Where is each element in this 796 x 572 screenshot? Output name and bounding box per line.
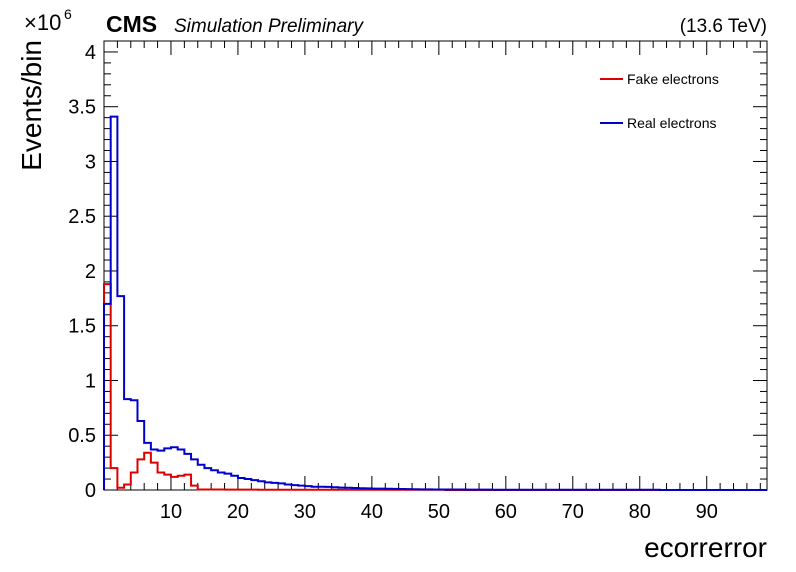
x-tick-label: 10	[160, 501, 182, 523]
y-tick-label: 3.5	[68, 97, 96, 119]
real-electrons-histogram	[103, 115, 767, 491]
x-tick-label: 70	[562, 501, 584, 523]
y-tick-label: 1.5	[68, 316, 96, 338]
x-tick-label: 80	[629, 501, 651, 523]
simulation-subtitle: Simulation Preliminary	[174, 16, 365, 37]
x-tick-label: 60	[495, 501, 517, 523]
x-tick-label: 30	[294, 501, 316, 523]
x-tick-label: 90	[696, 501, 718, 523]
x-axis-title: ecorrerror	[644, 532, 767, 563]
energy-label: (13.6 TeV)	[680, 16, 767, 37]
x-tick-label: 20	[227, 501, 249, 523]
y-tick-label: 2	[85, 261, 96, 283]
legend: Fake electrons Real electrons	[600, 71, 719, 131]
y-axis-title: Events/bin	[16, 40, 47, 171]
y-multiplier: ×10	[24, 10, 61, 35]
legend-label-real: Real electrons	[627, 115, 717, 131]
y-tick-label: 0	[85, 480, 96, 502]
legend-label-fake: Fake electrons	[627, 71, 719, 87]
fake-electrons-histogram	[103, 283, 767, 491]
y-tick-label: 3	[85, 151, 96, 173]
experiment-label: CMS	[106, 11, 157, 37]
y-tick-label: 4	[85, 42, 96, 64]
y-multiplier-exponent: 6	[64, 6, 72, 22]
x-tick-label: 50	[428, 501, 450, 523]
y-tick-label: 0.5	[68, 425, 96, 447]
y-tick-label: 2.5	[68, 206, 96, 228]
plot-frame	[103, 40, 768, 491]
histogram-series	[103, 115, 767, 491]
x-tick-label: 40	[361, 501, 383, 523]
axis-ticks	[104, 40, 767, 490]
y-tick-label: 1	[85, 370, 96, 392]
tick-labels: 10 20 30 40 50 60 70 80 90 0 0.5 1 1.5 2 2.5 3 3.5 4	[68, 42, 718, 523]
